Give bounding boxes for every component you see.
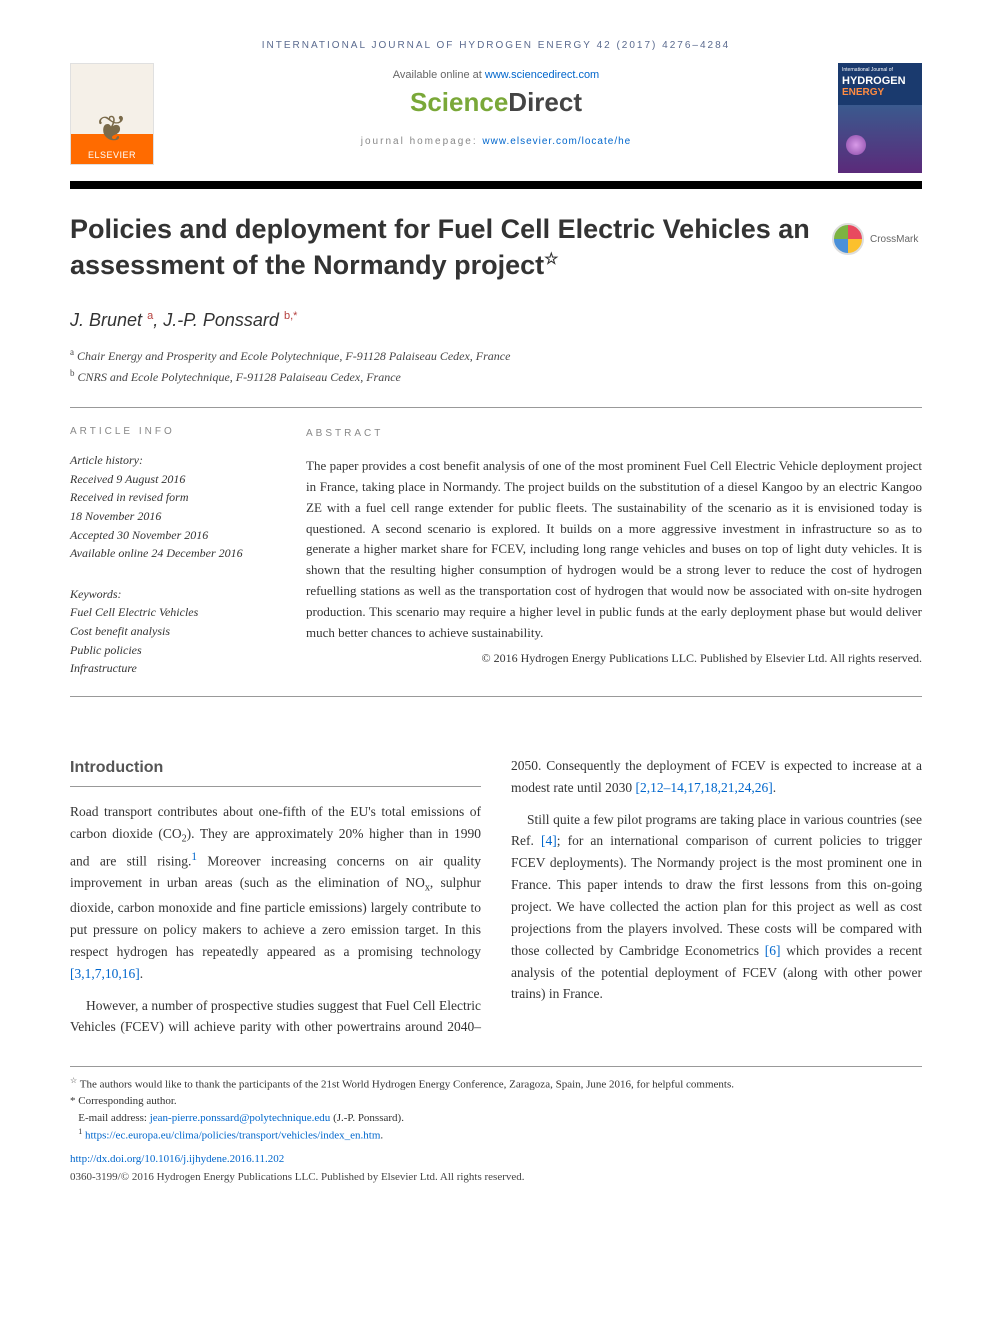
header-row: ❦ ELSEVIER Available online at www.scien… [70,63,922,173]
author-2[interactable]: J.-P. Ponssard [163,310,279,330]
doi-line: http://dx.doi.org/10.1016/j.ijhydene.201… [70,1151,922,1168]
footnote-corresponding: * Corresponding author. [70,1093,922,1110]
authors: J. Brunet a, J.-P. Ponssard b,* [70,310,922,331]
journal-homepage: journal homepage: www.elsevier.com/locat… [168,136,824,147]
footnote-star: ☆ The authors would like to thank the pa… [70,1075,922,1093]
journal-citation-header: INTERNATIONAL JOURNAL OF HYDROGEN ENERGY… [70,40,922,63]
keywords: Keywords: Fuel Cell Electric Vehicles Co… [70,585,270,678]
introduction-heading: Introduction [70,755,481,787]
journal-homepage-link[interactable]: www.elsevier.com/locate/he [482,136,631,147]
citation-refs[interactable]: [2,12–14,17,18,21,24,26] [635,780,772,795]
doi-link[interactable]: http://dx.doi.org/10.1016/j.ijhydene.201… [70,1153,284,1165]
affiliations: a Chair Energy and Prosperity and Ecole … [70,345,922,387]
crossmark-icon [832,223,864,255]
article-title: Policies and deployment for Fuel Cell El… [70,211,816,284]
article-info-column: ARTICLE INFO Article history: Received 9… [70,426,270,678]
abstract-column: ABSTRACT The paper provides a cost benef… [306,426,922,678]
intro-p1: Road transport contributes about one-fif… [70,801,481,985]
intro-p3: Still quite a few pilot programs are tak… [511,809,922,1006]
issn-copyright: 0360-3199/© 2016 Hydrogen Energy Publica… [70,1169,922,1186]
divider-bar [70,181,922,189]
footnote-email: E-mail address: jean-pierre.ponssard@pol… [70,1110,922,1127]
crossmark-badge[interactable]: CrossMark [832,223,922,255]
sciencedirect-logo[interactable]: ScienceDirect [168,87,824,118]
abstract-text: The paper provides a cost benefit analys… [306,456,922,643]
citation-refs[interactable]: [3,1,7,10,16] [70,966,140,981]
elsevier-logo[interactable]: ❦ ELSEVIER [70,63,154,165]
abstract-label: ABSTRACT [306,426,922,442]
center-header: Available online at www.sciencedirect.co… [168,63,824,147]
author-1[interactable]: J. Brunet [70,310,142,330]
article-info-label: ARTICLE INFO [70,426,270,437]
sciencedirect-link[interactable]: www.sciencedirect.com [485,69,599,81]
author-email-link[interactable]: jean-pierre.ponssard@polytechnique.edu [150,1112,331,1124]
footnote-1: 1 https://ec.europa.eu/clima/policies/tr… [70,1126,922,1144]
journal-cover-thumbnail[interactable]: International Journal of HYDROGEN ENERGY [838,63,922,173]
article-history: Article history: Received 9 August 2016 … [70,451,270,563]
elsevier-name: ELSEVIER [88,150,136,160]
abstract-copyright: © 2016 Hydrogen Energy Publications LLC.… [306,649,922,668]
footnotes: ☆ The authors would like to thank the pa… [70,1066,922,1185]
elsevier-tree-icon: ❦ [97,108,127,150]
divider [70,696,922,697]
available-online: Available online at www.sciencedirect.co… [168,69,824,81]
divider [70,407,922,408]
footnote-1-link[interactable]: https://ec.europa.eu/clima/policies/tran… [85,1130,380,1142]
citation-ref-6[interactable]: [6] [765,943,781,958]
citation-ref-4[interactable]: [4] [541,833,557,848]
body-text: Introduction Road transport contributes … [70,755,922,1038]
